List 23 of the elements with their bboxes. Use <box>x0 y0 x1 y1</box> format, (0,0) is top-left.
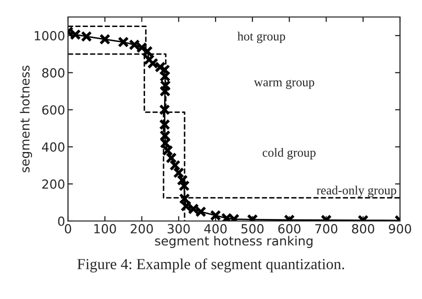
y-tick-label: 600 <box>42 105 64 115</box>
x-tick-label: 700 <box>315 224 338 234</box>
x-tick-label: 500 <box>241 224 264 234</box>
x-tick-label: 400 <box>204 224 227 234</box>
y-tick-label: 200 <box>42 179 64 189</box>
x-tick-label: 300 <box>168 224 190 234</box>
x-tick-label: 600 <box>278 224 300 234</box>
x-tick-label: 200 <box>130 224 153 234</box>
y-tick-label: 800 <box>42 68 64 78</box>
y-tick-label: 0 <box>58 216 64 226</box>
annotation: warm group <box>254 80 314 89</box>
y-axis-title: segment hotness <box>20 66 32 172</box>
caption: Figure 4: Example of segment quantization. <box>77 258 344 272</box>
y-tick-label: 1000 <box>34 31 64 40</box>
annotation: hot group <box>237 32 286 44</box>
x-tick-label: 0 <box>64 224 72 234</box>
annotation: cold group <box>262 148 316 160</box>
x-tick-label: 800 <box>352 224 374 234</box>
annotation: read-only group <box>316 186 396 198</box>
x-axis-title: segment hotness ranking <box>155 236 312 248</box>
y-tick-label: 400 <box>42 142 64 152</box>
x-tick-label: 900 <box>388 224 412 234</box>
x-tick-label: 100 <box>94 224 116 234</box>
